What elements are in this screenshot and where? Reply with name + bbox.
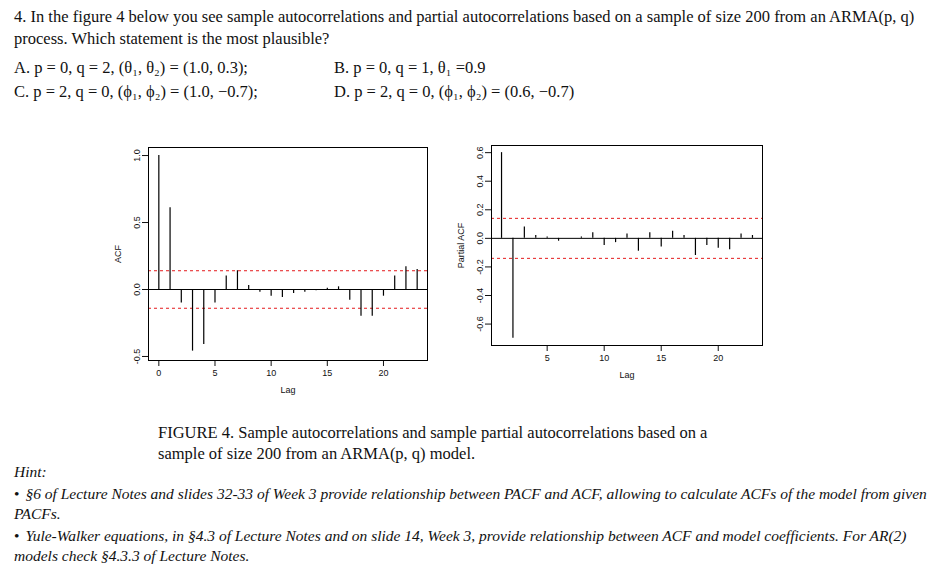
svg-text:-0.2: -0.2	[475, 259, 485, 275]
svg-text:0.0: 0.0	[475, 232, 485, 245]
svg-text:20: 20	[713, 353, 723, 363]
svg-text:Lag: Lag	[280, 385, 295, 395]
svg-text:0.2: 0.2	[475, 204, 485, 217]
svg-text:20: 20	[378, 368, 388, 378]
svg-text:15: 15	[322, 368, 332, 378]
html-text:FIGURE 4. Sample autocorrelati: FIGURE 4. Sample autocorrelations and sa…	[158, 423, 708, 463]
svg-text:5: 5	[545, 353, 550, 363]
svg-text:ACF: ACF	[113, 244, 123, 263]
svg-text:0: 0	[156, 368, 161, 378]
svg-text:-0.4: -0.4	[475, 288, 485, 304]
html-text:D. p = 2, q = 0, (ϕ₁, ϕ₂) = (0: D. p = 2, q = 0, (ϕ₁, ϕ₂) = (0.6, −0.7)	[334, 82, 575, 101]
svg-text:1.0: 1.0	[132, 149, 142, 162]
svg-text:0.0: 0.0	[132, 283, 142, 296]
svg-text:5: 5	[212, 368, 217, 378]
html-text:§6 of Lecture Notes and slides: §6 of Lecture Notes and slides 32-33 of …	[14, 485, 927, 522]
svg-text:10: 10	[266, 368, 276, 378]
svg-text:0.5: 0.5	[132, 216, 142, 229]
svg-text:0.6: 0.6	[475, 146, 485, 159]
html-text:Yule-Walker equations, in §4.3: Yule-Walker equations, in §4.3 of Lectur…	[14, 527, 907, 564]
svg-text:10: 10	[599, 353, 609, 363]
html-text:Hint:: Hint:	[14, 463, 47, 480]
svg-text:-0.6: -0.6	[475, 316, 485, 332]
html-text:4. In the figure 4 below you s: 4. In the figure 4 below you see sample …	[14, 7, 915, 48]
html-text:C. p = 2, q = 0, (ϕ₁, ϕ₂) = (1: C. p = 2, q = 0, (ϕ₁, ϕ₂) = (1.0, −0.7);	[14, 82, 258, 101]
svg-text:-0.5: -0.5	[132, 349, 142, 365]
svg-text:0.4: 0.4	[475, 175, 485, 188]
svg-text:Lag: Lag	[619, 370, 634, 380]
svg-text:Partial ACF: Partial ACF	[456, 222, 466, 268]
html-text:B. p = 0, q = 1, θ₁ =0.9: B. p = 0, q = 1, θ₁ =0.9	[334, 58, 486, 77]
html-text:A. p = 0, q = 2, (θ₁, θ₂) = (1: A. p = 0, q = 2, (θ₁, θ₂) = (1.0, 0.3);	[14, 58, 248, 77]
svg-text:15: 15	[656, 353, 666, 363]
